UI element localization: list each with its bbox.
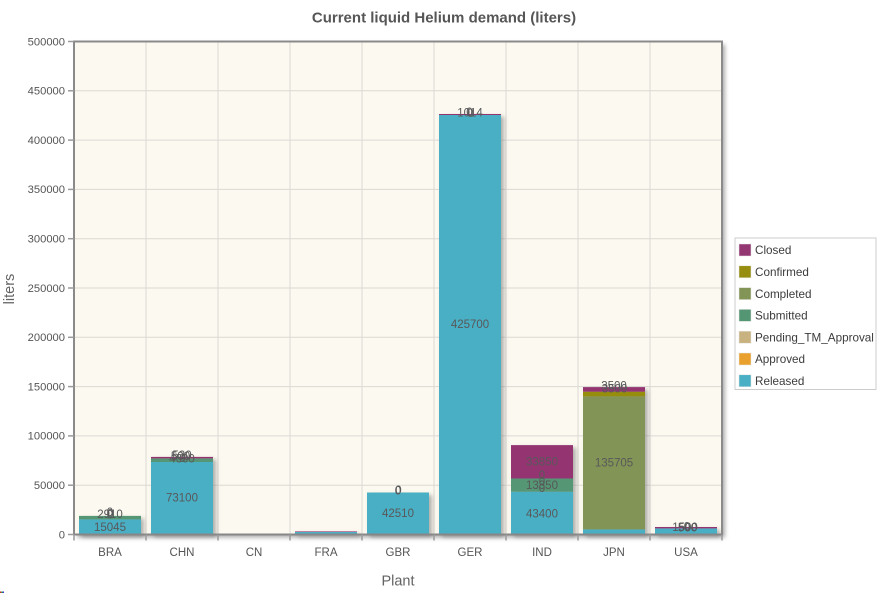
svg-text:4600: 4600 bbox=[169, 454, 195, 466]
svg-text:0: 0 bbox=[179, 453, 185, 465]
svg-text:43400: 43400 bbox=[526, 508, 558, 520]
svg-text:0: 0 bbox=[539, 470, 545, 482]
svg-text:CHN: CHN bbox=[170, 547, 195, 559]
svg-text:2910: 2910 bbox=[97, 509, 123, 521]
svg-text:425700: 425700 bbox=[451, 319, 489, 331]
svg-text:1014: 1014 bbox=[457, 107, 483, 119]
svg-text:0: 0 bbox=[107, 508, 113, 520]
svg-text:GER: GER bbox=[458, 547, 483, 559]
svg-text:450000: 450000 bbox=[28, 86, 65, 98]
svg-text:3500: 3500 bbox=[602, 384, 628, 396]
svg-text:73100: 73100 bbox=[166, 493, 198, 505]
svg-text:0: 0 bbox=[395, 485, 401, 497]
svg-text:Confirmed: Confirmed bbox=[755, 266, 809, 279]
svg-text:0: 0 bbox=[684, 522, 690, 534]
svg-text:520: 520 bbox=[172, 450, 191, 462]
svg-text:Released: Released bbox=[755, 375, 804, 388]
svg-text:GBR: GBR bbox=[386, 547, 411, 559]
svg-text:15045: 15045 bbox=[94, 522, 126, 534]
svg-text:0: 0 bbox=[467, 108, 473, 120]
svg-text:42510: 42510 bbox=[382, 508, 414, 520]
svg-text:0: 0 bbox=[539, 483, 545, 495]
svg-text:250000: 250000 bbox=[28, 283, 65, 295]
svg-text:500: 500 bbox=[678, 523, 697, 535]
svg-text:500: 500 bbox=[171, 451, 190, 463]
svg-text:Closed: Closed bbox=[755, 244, 791, 257]
svg-text:3500: 3500 bbox=[601, 381, 627, 393]
svg-text:200000: 200000 bbox=[28, 332, 65, 344]
svg-text:50000: 50000 bbox=[34, 480, 65, 492]
svg-text:1500: 1500 bbox=[672, 522, 698, 534]
svg-text:0: 0 bbox=[539, 477, 545, 489]
svg-text:150000: 150000 bbox=[28, 381, 65, 393]
svg-text:Completed: Completed bbox=[755, 288, 812, 301]
svg-text:100000: 100000 bbox=[28, 431, 65, 443]
svg-text:CN: CN bbox=[246, 547, 263, 559]
svg-text:USA: USA bbox=[674, 547, 698, 559]
svg-text:135705: 135705 bbox=[595, 458, 633, 470]
svg-text:FRA: FRA bbox=[315, 547, 338, 559]
svg-text:Approved: Approved bbox=[755, 353, 805, 366]
svg-text:33850: 33850 bbox=[526, 457, 558, 469]
svg-text:JPN: JPN bbox=[603, 547, 625, 559]
svg-text:BRA: BRA bbox=[98, 547, 122, 559]
svg-text:0: 0 bbox=[395, 485, 401, 497]
svg-text:500000: 500000 bbox=[28, 36, 65, 48]
svg-text:0: 0 bbox=[59, 529, 65, 541]
svg-text:IND: IND bbox=[532, 547, 552, 559]
svg-text:Current liquid Helium demand (: Current liquid Helium demand (liters) bbox=[312, 10, 576, 27]
svg-text:13350: 13350 bbox=[526, 480, 558, 492]
svg-text:liters: liters bbox=[2, 274, 18, 305]
svg-text:Submitted: Submitted bbox=[755, 310, 808, 323]
svg-text:400000: 400000 bbox=[28, 135, 65, 147]
svg-text:0: 0 bbox=[107, 510, 113, 522]
svg-text:0: 0 bbox=[466, 107, 472, 119]
svg-text:0: 0 bbox=[107, 507, 113, 519]
svg-text:300000: 300000 bbox=[28, 234, 65, 246]
svg-text:350000: 350000 bbox=[28, 184, 65, 196]
svg-text:Pending_TM_Approval: Pending_TM_Approval bbox=[755, 331, 874, 344]
svg-text:Plant: Plant bbox=[381, 573, 414, 589]
